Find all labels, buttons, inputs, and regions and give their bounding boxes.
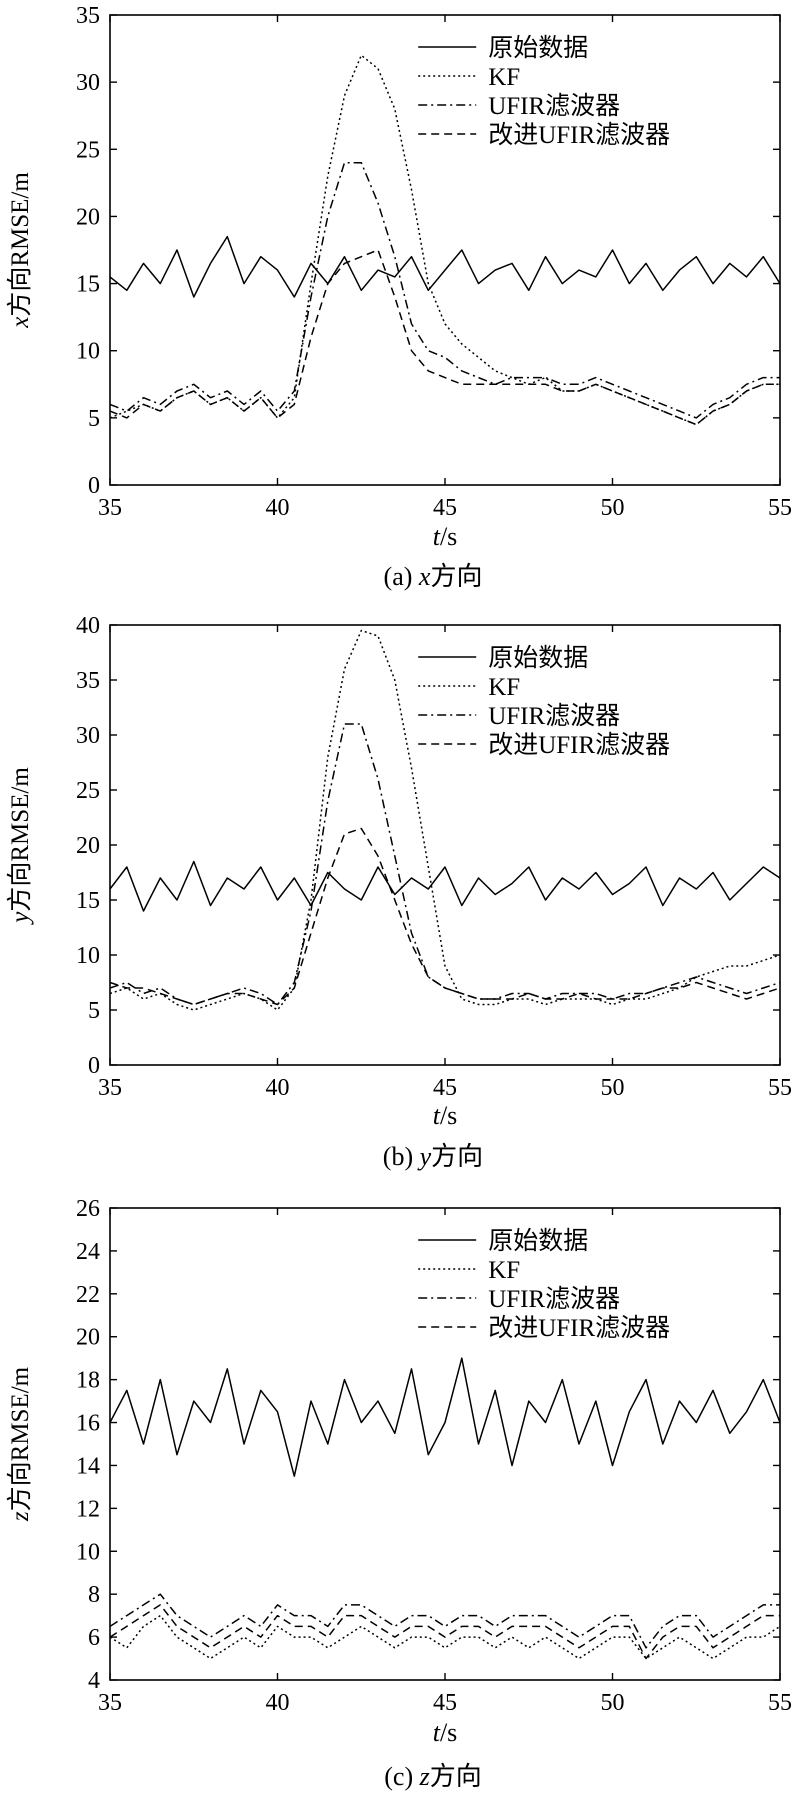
y-tick-label: 35 (76, 3, 100, 29)
x-axis-label: t/s (433, 1101, 458, 1130)
caption-axis: y (417, 1142, 432, 1171)
plot-frame (110, 1208, 780, 1680)
x-tick-label: 35 (98, 495, 122, 521)
y-axis-label-text: 方向RMSE/m (6, 767, 34, 912)
chart-panel-z: 4 6 8 10 12 14 16 18 20 22 24 26 35 40 45 50 55 原始数据KFUFI… (6, 1196, 792, 1791)
y-tick-label: 5 (88, 998, 100, 1024)
y-axis-label-text: 方向RMSE/m (6, 1366, 34, 1511)
panel-caption: (b) y方向 (383, 1142, 483, 1171)
x-tick-label: 45 (433, 1075, 457, 1101)
series-line-0 (110, 862, 780, 912)
caption-index: (b) (383, 1142, 420, 1171)
legend-label-kf: KF (488, 674, 520, 701)
y-tick-label: 5 (88, 406, 100, 432)
caption-axis: z (419, 1762, 430, 1791)
legend-label-ufir: UFIR滤波器 (488, 702, 620, 730)
panel-caption: (c) z方向 (384, 1762, 482, 1791)
y-tick-label: 12 (76, 1496, 100, 1522)
caption-index: (c) (384, 1762, 419, 1791)
x-tick-label: 55 (768, 495, 792, 521)
x-tick-label: 45 (433, 1690, 457, 1716)
y-tick-label: 30 (76, 723, 100, 749)
y-tick-label: 10 (76, 339, 100, 365)
x-tick-label: 35 (98, 1690, 122, 1716)
y-tick-label: 40 (76, 613, 100, 639)
legend-label-ufir: UFIR滤波器 (488, 92, 620, 120)
y-tick-label: 25 (76, 137, 100, 163)
y-tick-label: 15 (76, 272, 100, 298)
series-line-2 (110, 163, 780, 418)
x-axis-label: t/s (433, 1718, 458, 1747)
y-tick-label: 20 (76, 1325, 100, 1351)
series-line-2 (110, 1594, 780, 1648)
y-tick-label: 20 (76, 833, 100, 859)
y-axis-label: x方向RMSE/m (6, 172, 34, 329)
caption-axis: x (418, 562, 431, 591)
legend-label-improved: 改进UFIR滤波器 (488, 121, 670, 149)
x-tick-label: 45 (433, 495, 457, 521)
y-tick-label: 18 (76, 1368, 100, 1394)
x-tick-label: 50 (601, 1690, 625, 1716)
y-axis-label-text: 方向RMSE/m (6, 172, 34, 317)
x-tick-label: 55 (768, 1690, 792, 1716)
x-tick-label: 40 (266, 495, 290, 521)
x-axis-label-unit: /s (440, 1101, 457, 1130)
y-tick-label: 30 (76, 70, 100, 96)
legend-label-kf: KF (488, 1257, 520, 1284)
series-line-1 (110, 55, 780, 424)
series-line-0 (110, 237, 780, 297)
caption-direction: 方向 (430, 1762, 482, 1791)
caption-direction: 方向 (430, 562, 482, 591)
chart-panel-y: 0 5 10 15 20 25 30 35 40 35 40 45 50 55 原始数据KFUFIR滤波器改… (6, 613, 792, 1171)
y-tick-label: 14 (76, 1453, 100, 1479)
y-tick-label: 15 (76, 888, 100, 914)
y-tick-label: 20 (76, 204, 100, 230)
x-tick-label: 40 (266, 1075, 290, 1101)
y-tick-label: 6 (88, 1625, 100, 1651)
y-axis-label-symbol: z (7, 1511, 34, 1522)
panel-caption: (a) x方向 (384, 562, 483, 591)
x-axis-label-unit: /s (440, 522, 457, 551)
legend-label-improved: 改进UFIR滤波器 (488, 731, 670, 759)
series-line-3 (110, 1605, 780, 1659)
y-axis-label: z方向RMSE/m (6, 1366, 34, 1522)
x-axis-label-unit: /s (440, 1718, 457, 1747)
x-tick-label: 50 (601, 495, 625, 521)
caption-index: (a) (384, 562, 419, 591)
y-axis-label-symbol: y (7, 911, 34, 926)
chart-panel-x: 0 5 10 15 20 25 30 35 35 40 45 50 55 原始数据KFUFIR滤波器改进U… (6, 3, 792, 591)
y-tick-label: 35 (76, 668, 100, 694)
x-tick-label: 55 (768, 1075, 792, 1101)
series-line-2 (110, 724, 780, 1005)
legend-label-kf: KF (488, 64, 520, 91)
x-tick-label: 50 (601, 1075, 625, 1101)
x-axis-label: t/s (433, 522, 458, 551)
y-tick-label: 10 (76, 1539, 100, 1565)
y-axis-label: y方向RMSE/m (6, 767, 34, 926)
series-line-3 (110, 829, 780, 1005)
series-line-1 (110, 631, 780, 1011)
legend-label-ufir: UFIR滤波器 (488, 1285, 620, 1313)
y-axis-label-symbol: x (7, 317, 34, 329)
y-tick-label: 24 (76, 1239, 100, 1265)
y-tick-label: 25 (76, 778, 100, 804)
y-tick-label: 10 (76, 943, 100, 969)
x-tick-label: 35 (98, 1075, 122, 1101)
y-tick-label: 8 (88, 1582, 100, 1608)
plot-frame (110, 15, 780, 485)
y-tick-label: 16 (76, 1411, 100, 1437)
legend-label-raw: 原始数据 (488, 644, 588, 672)
legend-label-raw: 原始数据 (488, 1227, 588, 1255)
x-tick-label: 40 (266, 1690, 290, 1716)
y-tick-label: 26 (76, 1196, 100, 1222)
legend-label-raw: 原始数据 (488, 34, 588, 62)
y-tick-label: 22 (76, 1282, 100, 1308)
legend-label-improved: 改进UFIR滤波器 (488, 1314, 670, 1342)
caption-direction: 方向 (431, 1142, 483, 1171)
series-line-0 (110, 1358, 780, 1476)
